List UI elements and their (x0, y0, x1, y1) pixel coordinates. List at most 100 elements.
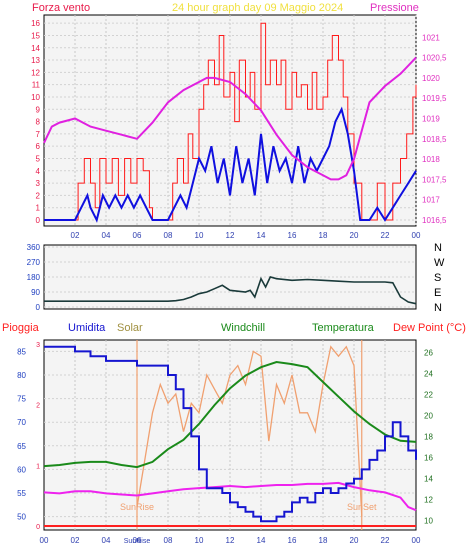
sunset-label: SunSet (347, 502, 377, 512)
direction-tick-label: 0 (36, 303, 41, 312)
temperature-tick-label: 26 (424, 349, 433, 358)
y2-tick-label: 1018,5 (422, 135, 447, 144)
direction-tick-label: 90 (31, 288, 40, 297)
direction-tick-label: 270 (27, 258, 41, 267)
dew-point-line (43, 481, 417, 512)
wind-direction-line (44, 276, 417, 305)
temperature-tick-label: 20 (424, 412, 433, 421)
x-tick-label: 22 (381, 231, 390, 240)
y-tick-label: 6 (36, 142, 41, 151)
y2-tick-label: 1018 (422, 155, 440, 164)
temperature-tick-label: 18 (424, 433, 433, 442)
rain-tick-label: 0 (36, 524, 40, 531)
x-tick-label: 16 (288, 231, 297, 240)
y-tick-label: 14 (31, 44, 40, 53)
x-tick-label: 12 (226, 231, 235, 240)
y-tick-label: 1 (36, 204, 41, 213)
temperature-tick-label: 10 (424, 517, 433, 526)
compass-label: N (434, 242, 442, 254)
x-tick-label: 20 (350, 231, 359, 240)
humidity-tick-label: 60 (17, 465, 26, 474)
wind-axis-title: Forza vento (32, 2, 90, 14)
y2-tick-label: 1020,5 (422, 54, 447, 63)
temperature-tick-label: 12 (424, 496, 433, 505)
temperature-tick-label: 22 (424, 391, 433, 400)
y2-tick-label: 1019,5 (422, 94, 447, 103)
y2-tick-label: 1017 (422, 196, 440, 205)
y-tick-label: 5 (36, 154, 41, 163)
x-tick-label: 08 (164, 231, 173, 240)
humidity-tick-label: 55 (17, 489, 26, 498)
compass-label: W (434, 257, 445, 269)
humidity-tick-label: 80 (17, 371, 26, 380)
x-tick-label: 00 (40, 536, 49, 545)
temperature-tick-label: 24 (424, 370, 433, 379)
humidity-legend: Umidita (68, 322, 106, 334)
y2-tick-label: 1016,5 (422, 216, 447, 225)
solar-line (136, 345, 363, 517)
y-tick-label: 8 (36, 118, 41, 127)
pressure-line (43, 56, 417, 181)
gust-line (44, 22, 417, 221)
humidity-tick-label: 65 (17, 442, 26, 451)
x-tick-label: 06 (133, 536, 142, 545)
x-tick-label: 06 (133, 231, 142, 240)
sunrise-axis-label: SunRise (124, 538, 151, 545)
x-tick-label: 18 (319, 536, 328, 545)
x-tick-label: 02 (71, 536, 80, 545)
compass-label: E (434, 287, 441, 299)
humidity-tick-label: 75 (17, 395, 26, 404)
x-tick-label: 12 (226, 536, 235, 545)
y-tick-label: 11 (32, 81, 41, 90)
humidity-line (44, 345, 417, 523)
y-tick-label: 13 (31, 56, 40, 65)
direction-tick-label: 180 (27, 273, 41, 282)
x-tick-label: 00 (412, 231, 421, 240)
direction-tick-label: 360 (27, 243, 41, 252)
humidity-tick-label: 70 (17, 418, 26, 427)
y2-tick-label: 1021 (422, 33, 440, 42)
x-tick-label: 04 (102, 536, 111, 545)
x-tick-label: 08 (164, 536, 173, 545)
temperature-tick-label: 16 (424, 454, 433, 463)
rain-tick-label: 1 (36, 463, 40, 470)
y-tick-label: 3 (36, 179, 41, 188)
x-tick-label: 22 (381, 536, 390, 545)
y-tick-label: 10 (31, 93, 40, 102)
compass-label: N (434, 302, 442, 314)
dewpoint-legend: Dew Point (°C) (393, 322, 466, 334)
x-tick-label: 04 (102, 231, 111, 240)
x-tick-label: 16 (288, 536, 297, 545)
rain-tick-label: 2 (36, 403, 40, 410)
rain-legend: Pioggia (2, 322, 40, 334)
humidity-tick-label: 50 (17, 513, 26, 522)
x-tick-label: 10 (195, 536, 204, 545)
chart-title: 24 hour graph day 09 Maggio 2024 (172, 2, 343, 14)
solar-legend: Solar (117, 322, 143, 334)
x-tick-label: 20 (350, 536, 359, 545)
y-tick-label: 0 (36, 216, 41, 225)
wind-speed-line (44, 106, 417, 223)
y-tick-label: 16 (31, 19, 40, 28)
y-tick-label: 4 (36, 167, 41, 176)
y2-tick-label: 1020 (422, 74, 440, 83)
x-tick-label: 02 (71, 231, 80, 240)
windchill-legend: Windchill (221, 322, 265, 334)
y-tick-label: 15 (31, 31, 40, 40)
rain-tick-label: 3 (36, 342, 40, 349)
temperature-legend: Temperatura (312, 322, 375, 334)
x-tick-label: 00 (412, 536, 421, 545)
y-tick-label: 12 (31, 68, 40, 77)
pressure-axis-title: Pressione (370, 2, 419, 14)
y-tick-label: 2 (36, 191, 41, 200)
x-tick-label: 14 (257, 536, 266, 545)
x-tick-label: 18 (319, 231, 328, 240)
y2-tick-label: 1017,5 (422, 175, 447, 184)
y-tick-label: 9 (36, 105, 41, 114)
compass-label: S (434, 272, 441, 284)
x-tick-label: 14 (257, 231, 266, 240)
